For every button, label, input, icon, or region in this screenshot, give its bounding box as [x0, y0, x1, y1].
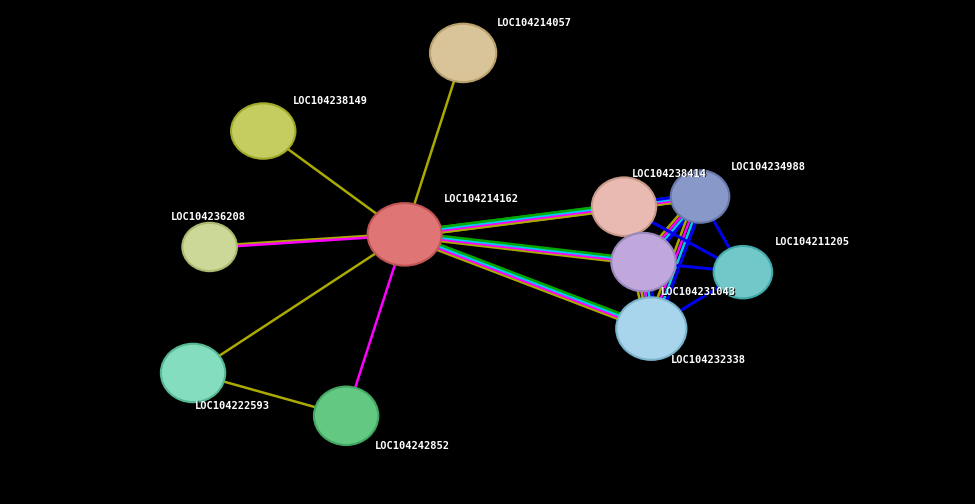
Text: LOC104214057: LOC104214057 [497, 18, 572, 28]
Text: LOC104234988: LOC104234988 [731, 162, 806, 172]
Text: LOC104222593: LOC104222593 [195, 401, 270, 411]
Text: LOC104242852: LOC104242852 [376, 442, 451, 452]
Text: LOC104238414: LOC104238414 [633, 169, 708, 179]
Text: LOC104231043: LOC104231043 [661, 287, 736, 297]
Ellipse shape [314, 387, 378, 445]
Ellipse shape [671, 170, 729, 223]
Text: LOC104214057: LOC104214057 [498, 18, 573, 28]
Text: LOC104238149: LOC104238149 [292, 96, 368, 106]
Text: LOC104222593: LOC104222593 [196, 401, 271, 411]
Ellipse shape [616, 297, 686, 360]
Text: LOC104214162: LOC104214162 [444, 194, 519, 204]
Ellipse shape [368, 203, 442, 266]
Text: LOC104232338: LOC104232338 [672, 356, 747, 366]
Ellipse shape [611, 233, 676, 291]
Text: LOC104238149: LOC104238149 [293, 96, 369, 106]
Text: LOC104242852: LOC104242852 [375, 441, 450, 451]
Text: LOC104236208: LOC104236208 [172, 212, 247, 222]
Ellipse shape [592, 177, 656, 236]
Text: LOC104211205: LOC104211205 [776, 237, 851, 247]
Ellipse shape [161, 344, 225, 402]
Ellipse shape [231, 103, 295, 159]
Text: LOC104211205: LOC104211205 [775, 237, 850, 247]
Text: LOC104236208: LOC104236208 [171, 212, 246, 222]
Ellipse shape [430, 24, 496, 82]
Text: LOC104238414: LOC104238414 [632, 169, 707, 179]
Text: LOC104214162: LOC104214162 [445, 195, 520, 205]
Ellipse shape [182, 223, 237, 271]
Ellipse shape [714, 246, 772, 298]
Text: LOC104232338: LOC104232338 [671, 355, 746, 365]
Text: LOC104234988: LOC104234988 [732, 163, 807, 173]
Text: LOC104231043: LOC104231043 [662, 288, 737, 298]
